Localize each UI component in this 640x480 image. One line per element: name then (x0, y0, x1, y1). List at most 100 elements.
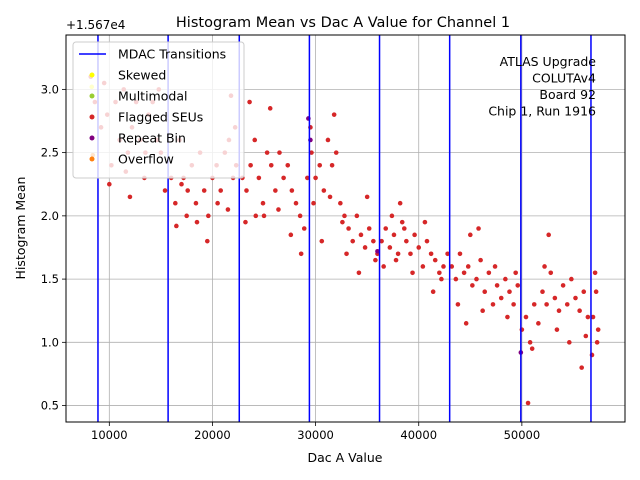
flagged-seus-point (185, 188, 191, 193)
flagged-seus-point (174, 223, 179, 229)
y-tick-label: 2.5 (41, 146, 59, 160)
annotation-line: Board 92 (539, 87, 596, 102)
flagged-seus-point (325, 137, 331, 143)
annotation-line: COLUTAv4 (532, 71, 596, 86)
flagged-seus-point (527, 340, 533, 345)
flagged-seus-point (193, 200, 199, 206)
flagged-seus-point (585, 314, 591, 320)
flagged-seus-point (338, 200, 343, 206)
legend-label-mdac-transitions: MDAC Transitions (118, 47, 226, 62)
flagged-seus-point (592, 270, 598, 276)
flagged-seus-point (531, 302, 537, 307)
y-axis-ticks: 0.5 1.0 1.5 2.0 2.5 3.0 (41, 82, 66, 413)
flagged-seus-point (579, 365, 584, 370)
y-tick-label: 3.0 (41, 82, 59, 96)
flagged-seus-point (260, 200, 266, 206)
flagged-seus-point (486, 270, 492, 276)
flagged-seus-point (321, 188, 327, 193)
x-axis-ticks: 10000 20000 30000 40000 50000 (91, 422, 540, 442)
flagged-seus-point (253, 213, 259, 219)
flagged-seus-point (248, 162, 253, 168)
flagged-seus-point (470, 283, 475, 288)
flagged-seus-point (373, 257, 378, 263)
flagged-seus-point (577, 308, 582, 314)
x-axis-label: Dac A Value (308, 450, 383, 465)
flagged-seus-point (206, 213, 211, 219)
annotation-line: Chip 1, Run 1916 (488, 104, 596, 119)
y-offset-label: +1.567e4 (66, 18, 125, 32)
flagged-seus-point (490, 302, 496, 307)
flagged-seus-point (261, 213, 267, 219)
flagged-seus-point (482, 289, 488, 295)
flagged-seus-point (281, 175, 286, 181)
flagged-seus-point (457, 251, 463, 257)
flagged-seus-point (441, 264, 446, 269)
flagged-seus-point (331, 112, 337, 117)
flagged-seus-point (408, 251, 413, 257)
flagged-seus-point (289, 188, 295, 193)
flagged-seus-point (319, 238, 325, 244)
flagged-seus-point (298, 251, 304, 257)
flagged-seus-point (344, 251, 349, 257)
flagged-seus-point (424, 238, 430, 244)
flagged-seus-point (252, 137, 258, 143)
flagged-seus-point (556, 308, 562, 314)
flagged-seus-point (449, 264, 455, 269)
flagged-seus-point (346, 226, 351, 231)
flagged-seus-point (507, 289, 512, 295)
flagged-seus-point (333, 150, 339, 155)
plot-frame (65, 34, 626, 423)
flagged-seus-point (350, 238, 356, 244)
flagged-seus-point (548, 270, 554, 276)
flagged-seus-point (437, 270, 442, 276)
annotation-line: ATLAS Upgrade (500, 54, 597, 69)
flagged-seus-point (256, 175, 262, 181)
flagged-seus-point (445, 251, 450, 257)
flagged-seus-point (204, 238, 210, 244)
flagged-seus-point (225, 207, 231, 212)
flagged-seus-point (416, 245, 422, 250)
flagged-seus-point (480, 308, 485, 314)
legend-swatch-flagged-seus (89, 114, 95, 120)
flagged-seus-point (494, 283, 500, 288)
flagged-seus-point (276, 207, 281, 212)
flagged-seus-point (412, 232, 417, 238)
flagged-seus-point (297, 213, 303, 219)
flagged-seus-point (173, 200, 178, 206)
flagged-seus-point (564, 302, 570, 307)
flagged-seus-point (595, 327, 601, 332)
flagged-seus-point (581, 289, 587, 295)
legend: MDAC Transitions Skewed Multimodal Flagged … (72, 41, 245, 179)
flagged-seus-point (391, 232, 397, 238)
legend-swatch-skewed (89, 72, 95, 78)
flagged-seus-point (366, 226, 372, 231)
flagged-seus-point (590, 314, 596, 320)
flagged-seus-point (293, 200, 299, 206)
flagged-seus-point (573, 295, 578, 301)
flagged-seus-point (498, 295, 504, 301)
flagged-seus-point (329, 162, 335, 168)
flagged-seus-point (463, 321, 469, 326)
flagged-seus-point (285, 162, 291, 168)
flagged-seus-point (305, 175, 310, 181)
flagged-seus-point (397, 200, 403, 206)
flagged-seus-point (340, 219, 345, 225)
legend-label-overflow: Overflow (118, 152, 174, 167)
legend-label-skewed: Skewed (118, 68, 166, 83)
flagged-seus-point (455, 302, 461, 307)
legend-swatch-overflow (89, 156, 95, 162)
flagged-seus-point (395, 251, 401, 257)
flagged-seus-point (311, 200, 316, 206)
flagged-seus-point (288, 232, 294, 238)
flagged-seus-point (247, 99, 252, 105)
flagged-seus-point (194, 219, 200, 225)
flagged-seus-point (465, 264, 471, 269)
x-tick-label: 40000 (400, 428, 437, 442)
flagged-seus-point (515, 283, 521, 288)
flagged-seus-point (422, 219, 428, 225)
legend-label-multimodal: Multimodal (118, 89, 187, 104)
flagged-seus-point (179, 181, 184, 187)
flagged-seus-point (540, 289, 545, 295)
y-tick-label: 1.5 (41, 272, 59, 286)
